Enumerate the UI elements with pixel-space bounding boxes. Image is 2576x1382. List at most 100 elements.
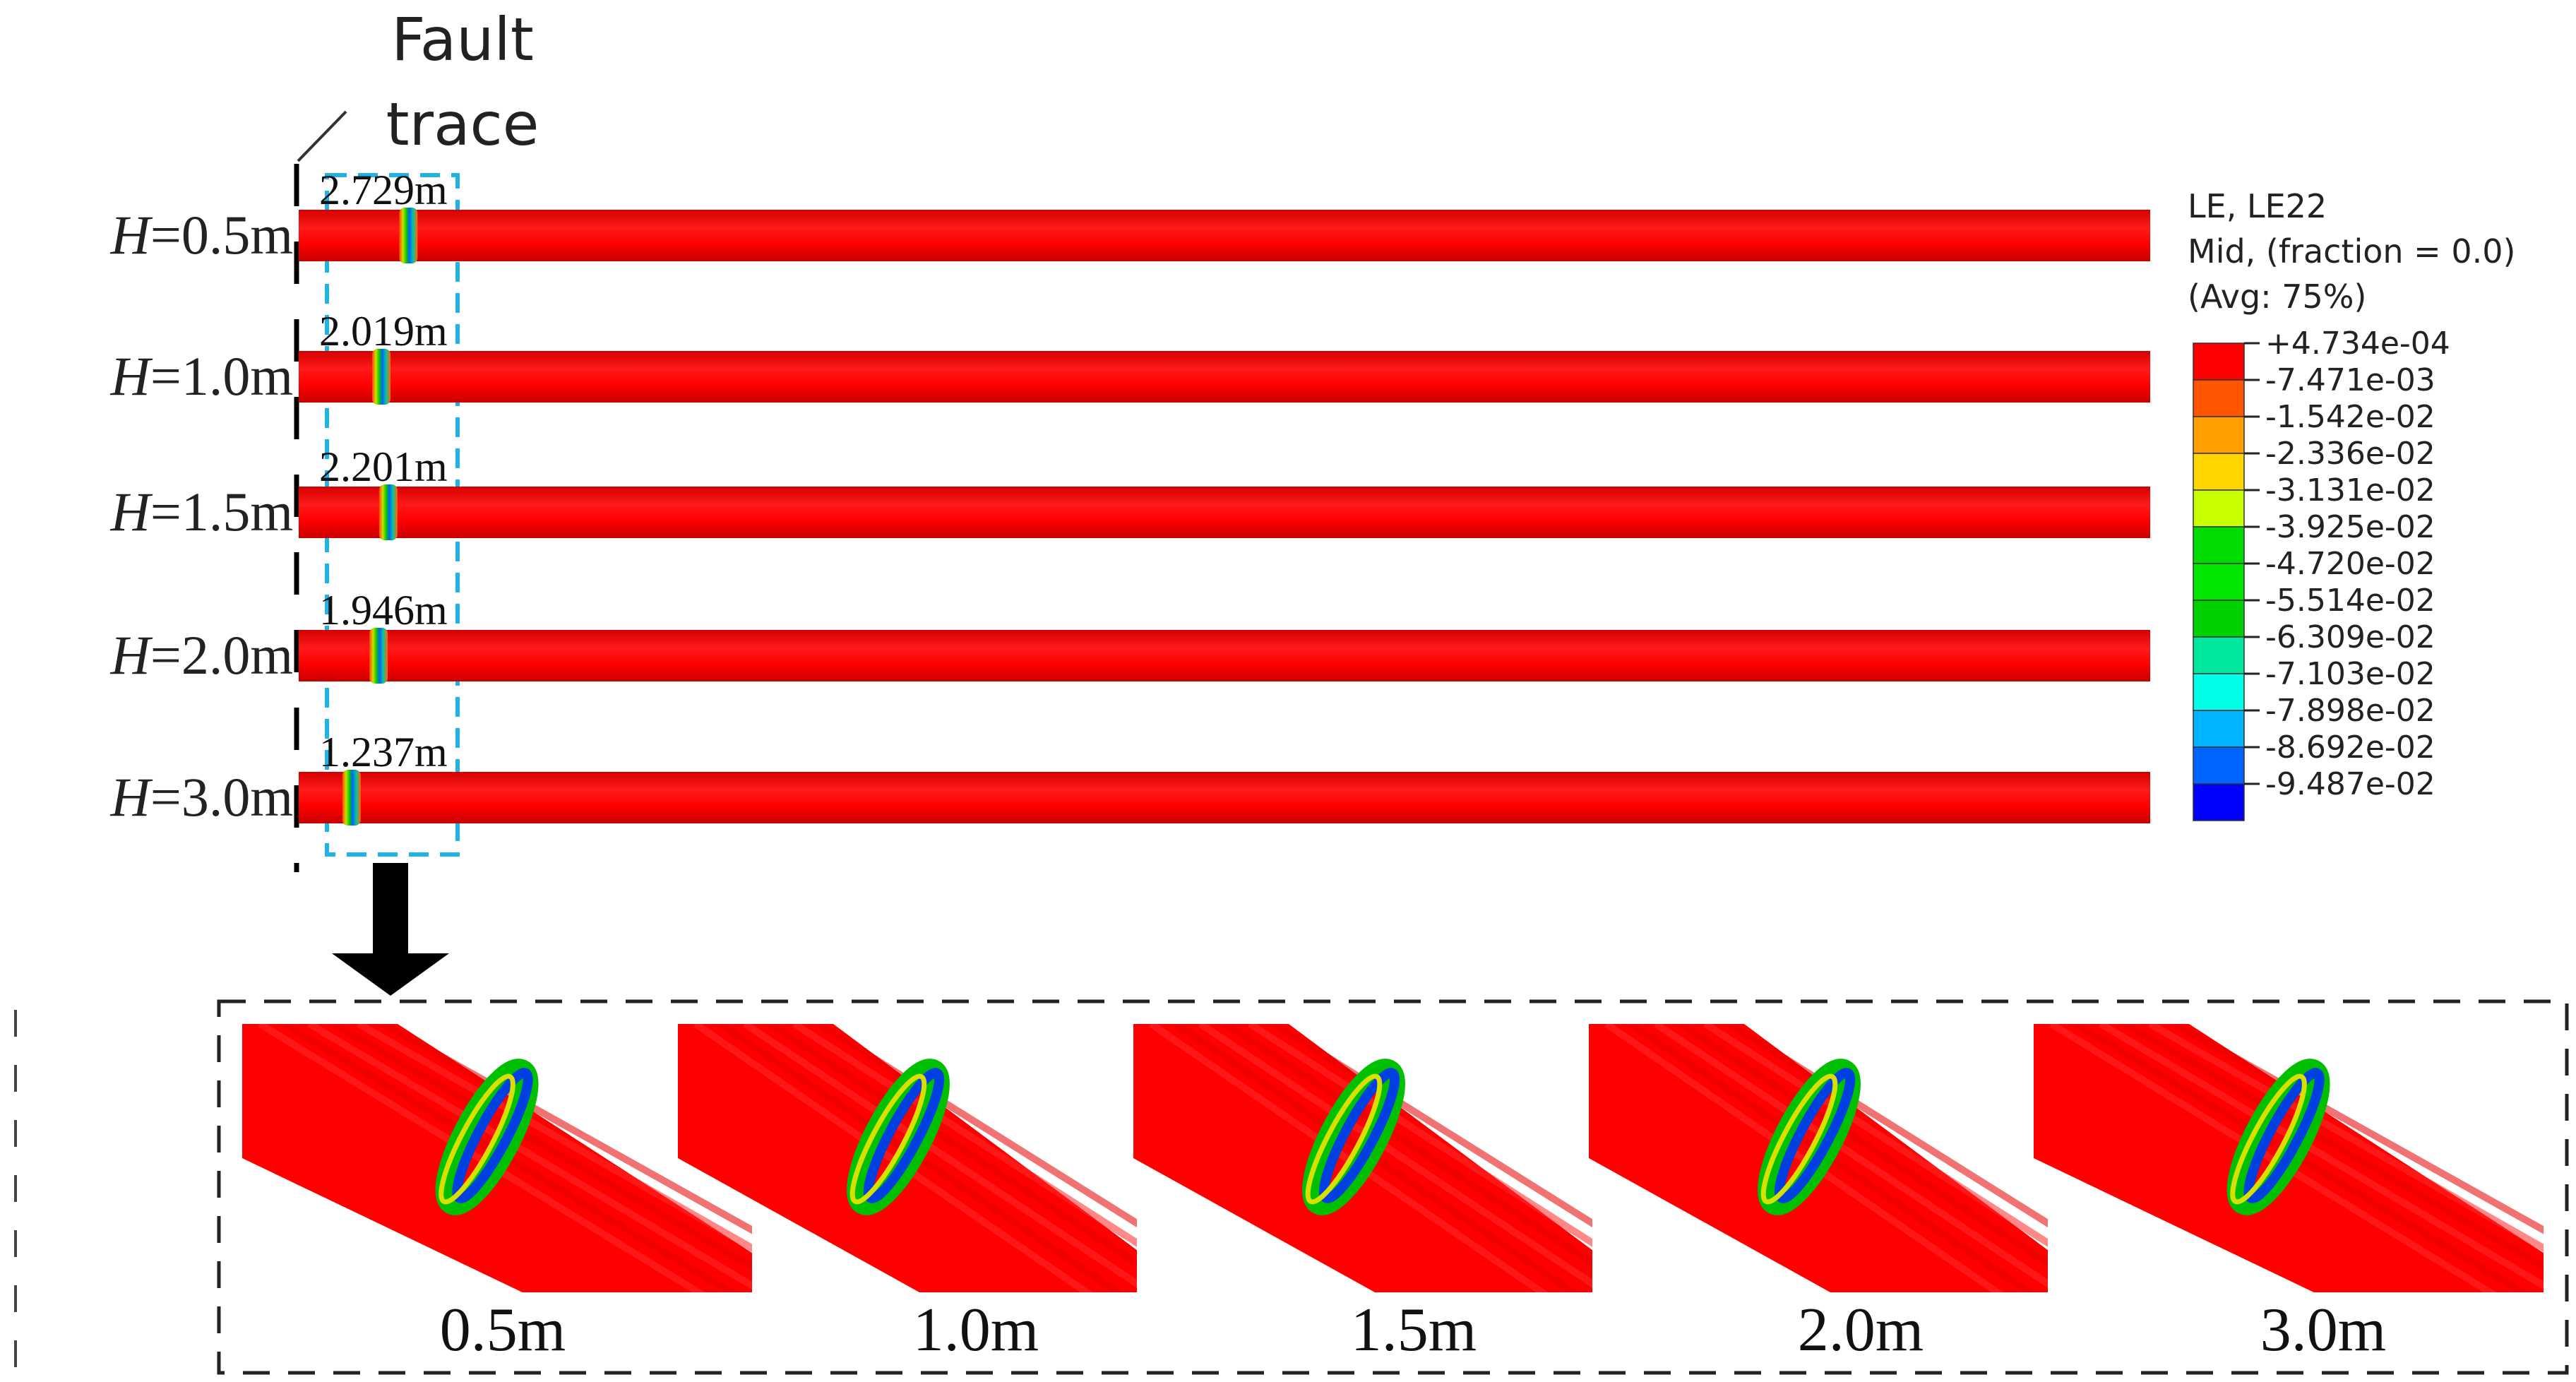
depth-label: H=1.5m [109, 481, 293, 542]
pipe-body [299, 487, 2150, 538]
tube-shading [1198, 1024, 1592, 1288]
depth-label-symbol: H [109, 345, 153, 407]
fault-trace-leader-line [297, 110, 347, 162]
detail-label: 2.0m [1798, 1296, 1924, 1364]
depth-label: H=1.0m [109, 345, 293, 407]
depth-label-value: =1.0m [150, 345, 293, 407]
detail-view: 3.0m [2034, 1024, 2544, 1364]
buckle-band [399, 208, 418, 263]
tube-shading [1728, 1024, 2048, 1228]
detail-view: 0.5m [242, 1024, 752, 1364]
buckle-ring-inner [2243, 1068, 2325, 1203]
buckle-band [342, 770, 361, 826]
legend-swatch [2193, 636, 2245, 674]
detail-label: 1.5m [1351, 1296, 1477, 1364]
pipe-body [299, 210, 2150, 261]
legend-swatch [2193, 673, 2245, 711]
legend-value: -8.692e-02 [2265, 729, 2435, 766]
depth-label-symbol: H [109, 481, 153, 542]
depth-label: H=0.5m [109, 204, 293, 266]
legend-value: -7.471e-03 [2265, 362, 2435, 398]
legend-swatch [2193, 710, 2245, 748]
depth-label: H=2.0m [109, 624, 293, 686]
legend-value: +4.734e-04 [2265, 326, 2450, 362]
detail-view: 1.5m [1133, 1024, 1592, 1364]
buckle-ring-edge [1760, 1073, 1838, 1205]
depth-label-value: =0.5m [150, 204, 293, 266]
pipe-row: H=3.0m 1.237m [109, 729, 2150, 828]
tube-shading [1654, 1024, 2048, 1288]
depth-label: H=3.0m [109, 766, 293, 828]
detail-views: 0.5m 1.0m 1.5m 2.0m 3.0m [242, 1024, 2544, 1364]
legend-value: -4.720e-02 [2265, 546, 2435, 582]
pipe-body [299, 630, 2150, 681]
detail-panel-frame [217, 999, 2569, 1375]
pipe-body [299, 351, 2150, 403]
depth-label-value: =3.0m [150, 766, 293, 828]
buckle-ring-inner [1318, 1068, 1400, 1203]
legend-swatch [2193, 526, 2245, 564]
buckle-distance-label: 2.729m [319, 167, 448, 213]
legend-swatch [2193, 783, 2245, 821]
tube-shading [332, 1024, 752, 1271]
tube-shading [2099, 1024, 2544, 1290]
buckle-band [369, 628, 388, 684]
buckle-ring-inner [452, 1068, 533, 1203]
legend-value: -1.542e-02 [2265, 399, 2435, 435]
legend-title-line3: (Avg: 75%) [2188, 278, 2366, 316]
detail-label: 0.5m [440, 1296, 566, 1364]
tube-shading [2173, 1024, 2544, 1234]
detail-view: 1.0m [678, 1024, 1137, 1364]
tube-shading [1223, 1024, 1592, 1268]
tube-shading [282, 1024, 738, 1292]
arrow-down-icon [332, 863, 449, 996]
tube-shading [1272, 1024, 1592, 1228]
tube-shading [817, 1024, 1137, 1228]
detail-label: 1.0m [913, 1296, 1039, 1364]
depth-label-symbol: H [109, 766, 153, 828]
tube-shading [1678, 1024, 2048, 1268]
buckle-ring-inner [1774, 1068, 1856, 1203]
tube-shading [1629, 1024, 2036, 1292]
pipe-row: H=0.5m 2.729m [109, 167, 2150, 266]
tube-shading [792, 1024, 1137, 1247]
pipe-row: H=1.0m 2.019m [109, 308, 2150, 407]
buckle-distance-label: 2.201m [319, 443, 448, 490]
legend-swatch [2193, 600, 2245, 638]
legend-value: -9.487e-02 [2265, 766, 2435, 802]
tube-shading [357, 1024, 752, 1252]
legend-swatch [2193, 563, 2245, 601]
buckle-ring-edge [1305, 1073, 1383, 1205]
legend-value: -7.898e-02 [2265, 693, 2435, 729]
legend-value: -5.514e-02 [2265, 583, 2435, 619]
tube-shading [2123, 1024, 2544, 1271]
tube-shading [768, 1024, 1137, 1268]
buckle-distance-label: 1.237m [319, 729, 448, 775]
legend-title-line2: Mid, (fraction = 0.0) [2188, 232, 2515, 270]
fault-trace-label-line2: trace [386, 90, 539, 159]
tube-shading [1174, 1024, 1580, 1292]
buckle-ring-inner [863, 1068, 945, 1203]
buckle-distance-label: 1.946m [319, 587, 448, 633]
legend-swatch [2193, 342, 2245, 381]
fault-trace-label-line1: Fault [391, 5, 534, 74]
pipe-row: H=1.5m 2.201m [109, 443, 2150, 542]
depth-label-symbol: H [109, 624, 153, 686]
buckle-ring-edge [2230, 1073, 2307, 1205]
legend-swatch [2193, 746, 2245, 785]
legend-value: -6.309e-02 [2265, 619, 2435, 655]
buckle-ring-edge [849, 1073, 927, 1205]
buckle-distance-label: 2.019m [319, 308, 448, 355]
legend-swatch [2193, 416, 2245, 454]
detail-view: 2.0m [1589, 1024, 2048, 1364]
depth-label-value: =1.5m [150, 481, 293, 542]
pipe-rows: H=0.5m2.729mH=1.0m2.019mH=1.5m2.201mH=2.… [109, 167, 2150, 828]
tube-shading [1248, 1024, 1592, 1247]
legend-value: -3.131e-02 [2265, 472, 2435, 508]
legend-value: -3.925e-02 [2265, 509, 2435, 545]
buckle-band [378, 484, 398, 540]
color-legend: LE, LE22 Mid, (fraction = 0.0) (Avg: 75%… [2188, 187, 2515, 821]
depth-label-value: =2.0m [150, 624, 293, 686]
legend-value: -2.336e-02 [2265, 436, 2435, 472]
